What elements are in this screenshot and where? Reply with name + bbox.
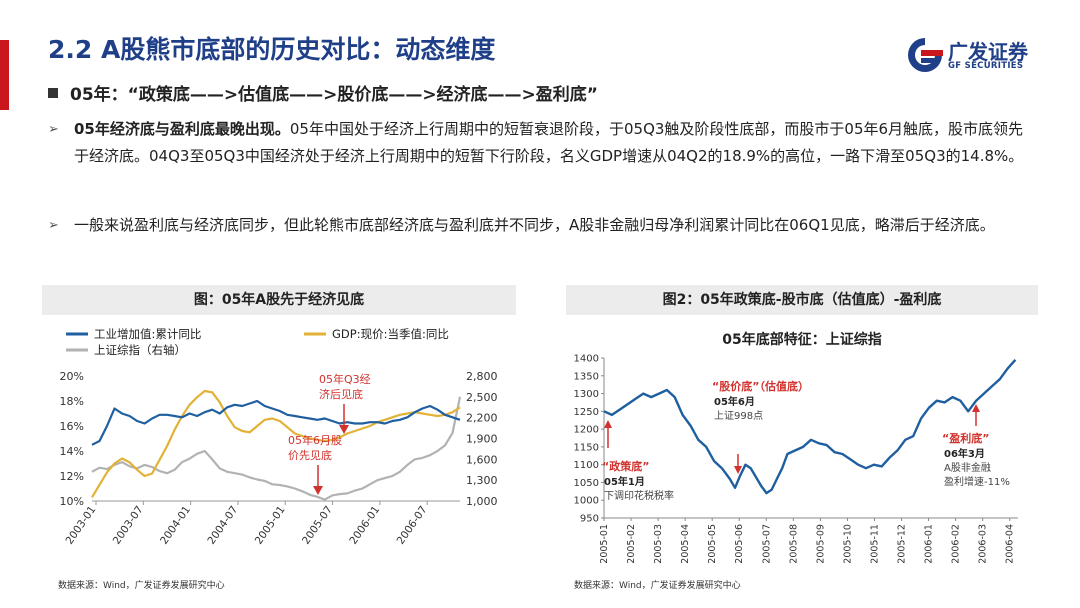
logo: 广发证券 GF SECURITIES (905, 36, 1055, 78)
chart-2: 05年底部特征：上证综指 1400 1350 1300 1250 1200 1150 110… (574, 331, 1018, 564)
y-tick-label: 1350 (574, 371, 599, 382)
x-tick-label: 2005-03 (653, 524, 664, 564)
y-tick-label: 1200 (574, 425, 599, 436)
x-tick-label: 2004-01 (158, 504, 193, 547)
x-tick-label: 2006-04 (1005, 524, 1016, 564)
y-tick-label: 1100 (574, 460, 599, 471)
x-tick-label: 2005-04 (680, 524, 691, 564)
annotation-arrowhead (313, 486, 323, 495)
y-tick-label: 950 (580, 514, 599, 525)
bullet-1-bold: 05年经济底与盈利底最晚出现。 (74, 120, 290, 138)
x-tick-label: 2005-07 (300, 504, 335, 547)
legend-label: 工业增加值:累计同比 (94, 327, 201, 341)
x-tick-label: 2005-06 (734, 524, 745, 564)
figure-2-title: 图2：05年政策底-股市底（估值底）-盈利底 (566, 285, 1038, 315)
annotation-date: 06年3月 (944, 447, 985, 460)
legend-label: 上证综指（右轴） (94, 343, 186, 357)
y-tick-label: 1250 (574, 407, 599, 418)
x-tick-label: 2006-01 (347, 504, 382, 547)
y-left-tick-label: 18% (60, 395, 84, 408)
series-line-1 (603, 359, 1017, 495)
annotation-text: 05年6月股 (288, 433, 342, 447)
x-tick-label: 2006-03 (978, 524, 989, 564)
page-title: 2.2 A股熊市底部的历史对比：动态维度 (48, 35, 496, 64)
series-line-1 (91, 399, 461, 446)
figure-1-source: 数据来源：Wind，广发证券发展研究中心 (58, 581, 225, 591)
accent-bar (0, 40, 9, 110)
x-tick-label: 2005-10 (842, 524, 853, 564)
logo-text-en: GF SECURITIES (948, 61, 1024, 71)
y-tick-label: 1150 (574, 442, 599, 453)
y-right-tick-label: 1,900 (466, 433, 498, 446)
annotation-text: 价先见底 (288, 448, 332, 462)
section-subheading: 05年：“政策底——>估值底——>股价底——>经济底——>盈利底” (48, 80, 598, 105)
y-right-tick-label: 2,500 (466, 391, 498, 404)
logo-text-cn: 广发证券 (948, 40, 1028, 64)
figure-1-title: 图：05年A股先于经济见底 (42, 285, 516, 315)
annotation-note: A股非金融 (944, 461, 991, 474)
x-tick-label: 2006-01 (924, 524, 935, 564)
square-bullet-icon (48, 88, 58, 98)
y-right-tick-label: 1,300 (466, 474, 498, 487)
x-tick-label: 2005-07 (761, 524, 772, 564)
x-tick-label: 2005-02 (626, 524, 637, 564)
x-tick-label: 2004-07 (205, 504, 240, 547)
x-tick-label: 2005-01 (599, 524, 610, 564)
y-right-tick-label: 2,200 (466, 412, 498, 425)
y-tick-label: 1050 (574, 478, 599, 489)
series-line-2 (91, 389, 461, 498)
x-tick-label: 2006-02 (951, 524, 962, 564)
subheading-text: 05年：“政策底——>估值底——>股价底——>经济底——>盈利底” (70, 85, 598, 105)
annotation-arrowhead (972, 404, 980, 412)
x-tick-label: 2006-07 (395, 504, 430, 547)
y-left-tick-label: 16% (60, 420, 84, 433)
annotation-label: “股价底”（估值底） (712, 379, 809, 393)
y-left-tick-label: 12% (60, 470, 84, 483)
annotation-text: 济后见底 (319, 387, 363, 401)
bullet-2-text: 一般来说盈利底与经济底同步，但此轮熊市底部经济底与盈利底并不同步，A股非金融归母… (74, 216, 995, 234)
chart-2-title: 05年底部特征：上证综指 (722, 331, 881, 348)
annotation-text: 05年Q3经 (319, 372, 371, 386)
x-tick-label: 2005-12 (897, 524, 908, 564)
y-right-tick-label: 1,600 (466, 453, 498, 466)
y-left-tick-label: 20% (60, 370, 84, 383)
annotation-note: 上证998点 (714, 410, 763, 422)
y-tick-label: 1000 (574, 496, 599, 507)
annotation-arrowhead (339, 425, 349, 434)
y-tick-label: 1400 (574, 354, 599, 365)
bullet-paragraph-2: ➢ 一般来说盈利底与经济底同步，但此轮熊市底部经济底与盈利底并不同步，A股非金融… (48, 212, 1038, 239)
bullet-paragraph-1: ➢ 05年经济底与盈利底最晚出现。05年中国处于经济上行周期中的短暂衰退阶段，于… (48, 116, 1038, 170)
y-left-tick-label: 14% (60, 445, 84, 458)
annotation-date: 05年6月 (714, 395, 755, 408)
x-tick-label: 2003-01 (63, 504, 98, 547)
annotation-date: 05年1月 (604, 475, 645, 488)
annotation-note: 盈利增速-11% (944, 475, 1010, 488)
legend-label: GDP:现价:当季值:同比 (332, 327, 449, 341)
y-tick-label: 1300 (574, 389, 599, 400)
y-left-tick-label: 10% (60, 495, 84, 508)
arrow-bullet-icon: ➢ (48, 218, 59, 233)
gf-logo-icon (908, 38, 943, 72)
x-tick-label: 2005-08 (788, 524, 799, 564)
x-tick-label: 2005-05 (707, 524, 718, 564)
figure-2-source: 数据来源：Wind，广发证券发展研究中心 (574, 581, 741, 591)
x-tick-label: 2005-11 (869, 524, 880, 564)
arrow-bullet-icon: ➢ (48, 122, 59, 137)
bullet-1-text: 05年中国处于经济上行周期中的短暂衰退阶段，于05Q3触及阶段性底部，而股市于0… (74, 120, 1024, 165)
annotation-note: 下调印花税税率 (604, 489, 674, 502)
annotation-label: “政策底” (602, 459, 649, 473)
y-right-tick-label: 1,000 (466, 495, 498, 508)
annotation-arrowhead (604, 420, 612, 428)
y-right-tick-label: 2,800 (466, 370, 498, 383)
series-line-3 (91, 396, 462, 501)
annotation-label: “盈利底” (942, 431, 989, 445)
annotation-arrowhead (734, 466, 742, 474)
x-tick-label: 2003-07 (111, 504, 146, 547)
x-tick-label: 2005-01 (253, 504, 288, 547)
x-tick-label: 2005-09 (815, 524, 826, 564)
